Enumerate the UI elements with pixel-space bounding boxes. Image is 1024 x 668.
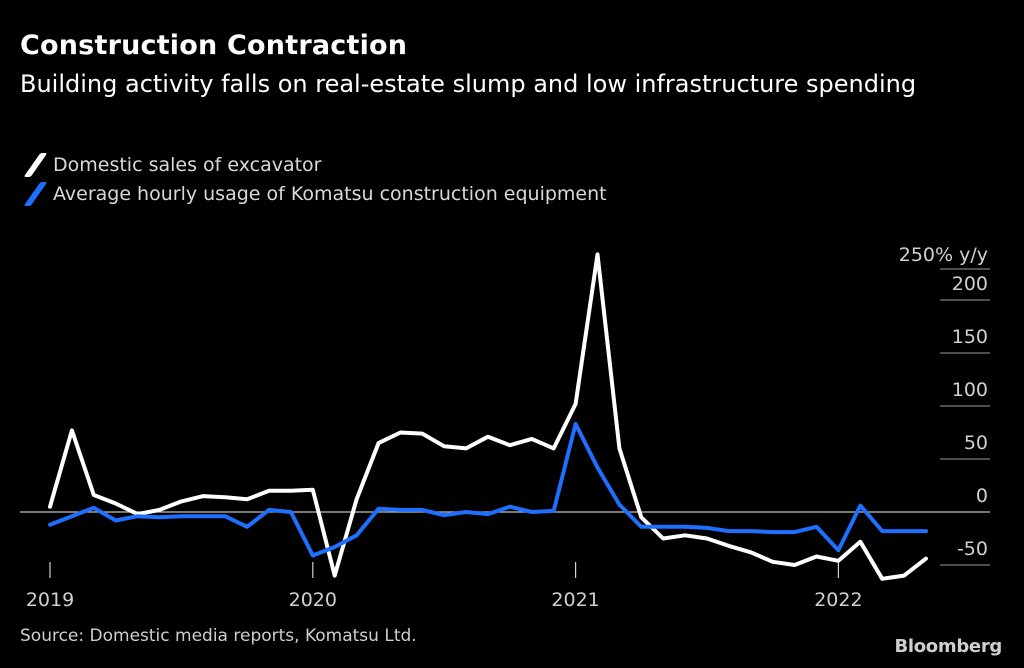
x-tick-label-2022: 2022 xyxy=(814,589,862,611)
y-tick-label-50: 50 xyxy=(964,432,988,454)
y-tick-label-200: 200 xyxy=(952,273,988,295)
x-tick-label-2019: 2019 xyxy=(26,589,74,611)
legend-label-komatsu: Average hourly usage of Komatsu construc… xyxy=(53,183,607,205)
bloomberg-logo: Bloomberg xyxy=(894,636,1002,657)
legend-item-komatsu: Average hourly usage of Komatsu construc… xyxy=(20,182,607,206)
legend-label-excavator: Domestic sales of excavator xyxy=(53,154,322,176)
y-tick-label--50: -50 xyxy=(957,538,988,560)
x-tick-label-2021: 2021 xyxy=(551,589,599,611)
source-note: Source: Domestic media reports, Komatsu … xyxy=(20,626,417,646)
y-tick-label-150: 150 xyxy=(952,326,988,348)
legend-item-excavator: Domestic sales of excavator xyxy=(20,153,322,177)
y-tick-label-100: 100 xyxy=(952,379,988,401)
x-tick-label-2020: 2020 xyxy=(289,589,337,611)
y-unit-label: 250% y/y xyxy=(899,244,988,266)
chart-subtitle: Building activity falls on real-estate s… xyxy=(20,70,917,98)
chart-title: Construction Contraction xyxy=(20,30,408,61)
y-tick-label-0: 0 xyxy=(976,485,988,507)
series-line-excavator-sales xyxy=(48,252,928,581)
series-line-komatsu-usage xyxy=(48,422,928,558)
